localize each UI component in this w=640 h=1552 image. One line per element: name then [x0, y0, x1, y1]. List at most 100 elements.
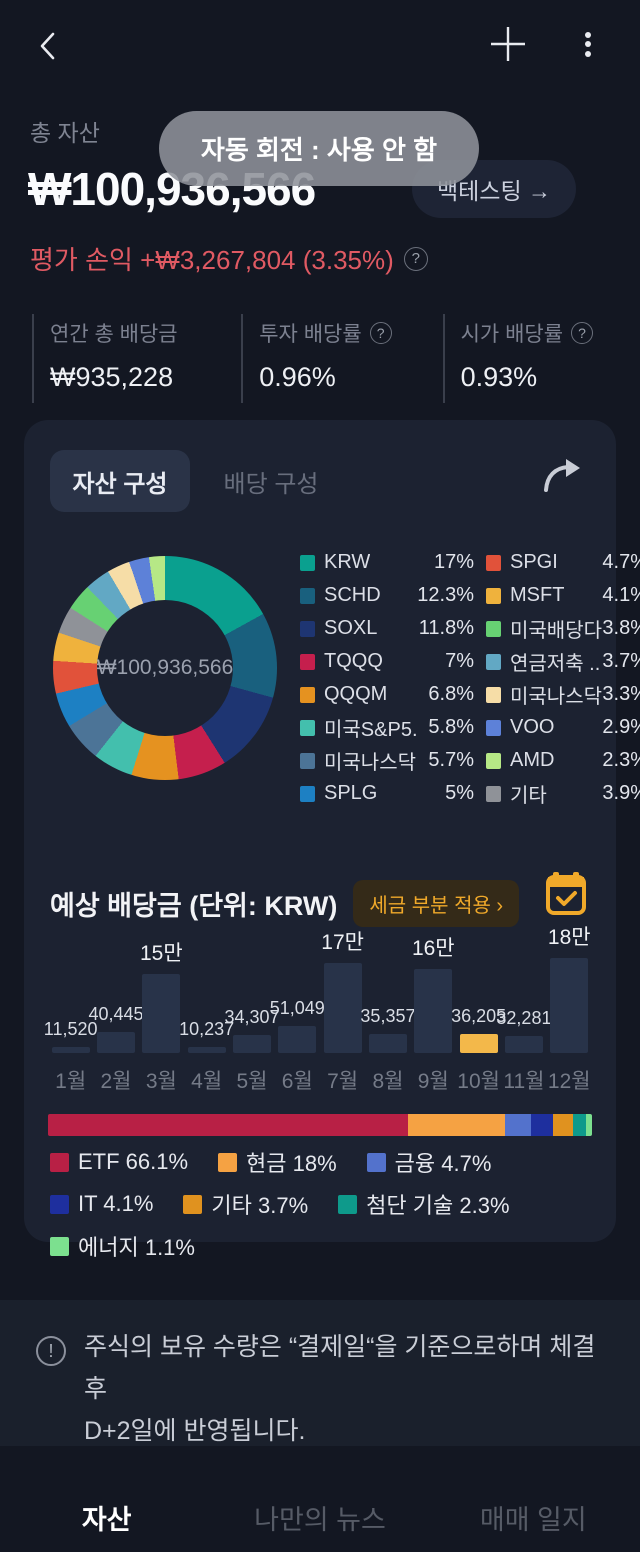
bar-2월[interactable]: 40,445 [88, 925, 144, 1053]
bar-6월[interactable]: 51,049 [270, 925, 325, 1053]
legend-swatch [486, 785, 501, 802]
total-asset-label: 총 자산 [30, 120, 100, 146]
tab-asset-composition[interactable]: 자산 구성 [50, 450, 190, 512]
help-icon[interactable]: ? [571, 322, 594, 344]
legend-item-SCHD[interactable]: SCHD 12.3% [300, 579, 474, 612]
bar-rect [414, 968, 453, 1053]
asset-donut-chart[interactable]: ₩100,936,566 [53, 556, 277, 780]
legend-label: KRW [324, 551, 371, 573]
share-button[interactable] [540, 454, 584, 498]
legend-swatch [218, 1152, 238, 1172]
legend-percent: 2.9% [602, 716, 640, 738]
legend-label: 에너지 1.1% [78, 1235, 195, 1260]
legend-label: 미국나스닥... [324, 752, 416, 774]
stack-segment-첨단 기술 [573, 1114, 586, 1136]
legend-percent: 12.3% [417, 584, 474, 606]
exclamation-icon: ! [36, 1336, 66, 1366]
legend-label: SOXL [324, 617, 378, 639]
legend-item-MSFT[interactable]: MSFT 4.1% [486, 579, 640, 612]
legend-item-기타[interactable]: 기타 3.9% [486, 777, 640, 810]
auto-rotate-toast: 자동 회전 : 사용 안 함 [159, 111, 479, 186]
stat-value: 0.96% [259, 362, 336, 392]
bottom-tab-매매 일지[interactable]: 매매 일지 [479, 1505, 587, 1535]
bar-value-label: 17만 [321, 931, 364, 955]
legend-item-연금저축 ...[interactable]: 연금저축 ...3.7% [486, 645, 640, 678]
legend-swatch [50, 1236, 69, 1256]
legend-label: SCHD [324, 584, 381, 606]
legend-swatch [486, 554, 501, 571]
bar-12월[interactable]: 18만 [547, 925, 592, 1053]
stat-value: 0.93% [460, 362, 538, 392]
bar-3월[interactable]: 15만 [139, 925, 184, 1053]
bar-value-label: 18만 [547, 926, 591, 949]
more-menu-button[interactable] [568, 22, 608, 66]
legend-item-QQQM[interactable]: QQQM 6.8% [300, 678, 474, 711]
legend-percent: 6.8% [428, 683, 474, 705]
stat-label: 투자 배당률? [259, 318, 442, 348]
legend-swatch [338, 1194, 358, 1214]
legend-label: SPLG [324, 782, 378, 804]
back-button[interactable] [28, 26, 68, 66]
month-label: 8월 [372, 1070, 404, 1093]
legend-item-AMD[interactable]: AMD 2.3% [486, 744, 640, 777]
legend-item-VOO[interactable]: VOO 2.9% [486, 711, 640, 744]
bar-10월[interactable]: 36,205 [451, 925, 506, 1053]
bottom-tab-자산[interactable]: 자산 [81, 1505, 132, 1535]
legend-label: SPGI [510, 551, 558, 573]
bar-5월[interactable]: 34,307 [224, 925, 280, 1053]
help-icon[interactable]: ? [403, 246, 428, 271]
legend-label: VOO [510, 716, 555, 738]
bottom-tab-나만의 뉴스[interactable]: 나만의 뉴스 [254, 1505, 386, 1535]
legend-item-미국S&P5...[interactable]: 미국S&P5... 5.8% [300, 711, 474, 744]
tab-dividend-composition[interactable]: 배당 구성 [223, 470, 319, 498]
bar-11월[interactable]: 32,281 [496, 925, 551, 1053]
legend-swatch [300, 554, 315, 571]
bar-7월[interactable]: 17만 [320, 925, 365, 1053]
legend-item-KRW[interactable]: KRW 17% [300, 546, 474, 579]
kebab-icon [585, 28, 591, 60]
bar-4월[interactable]: 10,237 [179, 925, 234, 1053]
legend-item-미국배당다...[interactable]: 미국배당다...3.8% [486, 612, 640, 645]
legend-percent: 5% [445, 782, 474, 804]
legend-item-SPLG[interactable]: SPLG 5% [300, 777, 474, 810]
legend-item-SPGI[interactable]: SPGI 4.7% [486, 546, 640, 579]
bar-8월[interactable]: 35,357 [360, 925, 415, 1053]
help-icon[interactable]: ? [369, 322, 392, 344]
sector-legend-item-에너지: 에너지 1.1% [50, 1232, 195, 1260]
bar-value-label: 15만 [139, 941, 183, 965]
bar-value-label: 51,049 [269, 998, 325, 1019]
stat-label: 연간 총 배당금 [50, 323, 178, 346]
stack-segment-IT [531, 1114, 554, 1136]
plus-icon [491, 27, 525, 61]
legend-swatch [300, 686, 315, 703]
legend-swatch [50, 1194, 69, 1214]
legend-label: QQQM [324, 683, 388, 705]
bar-rect [323, 963, 362, 1053]
bar-1월[interactable]: 11,520 [44, 925, 98, 1053]
legend-swatch [300, 620, 315, 637]
portfolio-card: 자산 구성 배당 구성 ₩100,936,566 KRW 17% SCHD 12.3%… [24, 420, 640, 1260]
legend-item-미국나스닥...[interactable]: 미국나스닥...3.3% [486, 678, 640, 711]
bar-9월[interactable]: 16만 [411, 925, 456, 1053]
dividend-calendar-button[interactable] [544, 870, 588, 916]
legend-item-SOXL[interactable]: SOXL 11.8% [300, 612, 474, 645]
month-label: 9월 [417, 1070, 449, 1093]
sector-legend-item-현금: 현금 18% [218, 1148, 337, 1176]
legend-item-TQQQ[interactable]: TQQQ 7% [300, 645, 474, 678]
legend-swatch [50, 1152, 69, 1172]
share-arrow-icon [544, 459, 580, 492]
legend-percent: 5.8% [428, 716, 474, 738]
sector-legend-item-IT: IT 4.1% [50, 1190, 153, 1218]
bar-value-label: 34,307 [224, 1006, 280, 1027]
legend-swatch [300, 719, 315, 736]
legend-item-미국나스닥...[interactable]: 미국나스닥... 5.7% [300, 744, 474, 777]
sector-legend: ETF 66.1% 현금 18% 금융 4.7% IT 4.1% 기타 3.7% 첨단 기… [50, 1148, 610, 1260]
legend-percent: 11.8% [418, 617, 474, 639]
tax-partial-apply-button[interactable]: 세금 부분 적용 › [353, 880, 520, 927]
dividend-stats-row: 연간 총 배당금 ₩935,228 투자 배당률? 0.96% 시가 배당률? 0.93% [32, 314, 640, 403]
add-button[interactable] [486, 22, 530, 66]
bar-value-label: 40,445 [88, 1003, 144, 1024]
profit-loss-row: 평가 손익 +₩3,267,804 (3.35%) ? [30, 240, 428, 277]
monthly-dividend-bar-chart[interactable]: 11,520 40,445 15만 10,237 34,307 51,049 17만 35,3… [44, 925, 592, 1053]
bar-rect [96, 1031, 135, 1053]
